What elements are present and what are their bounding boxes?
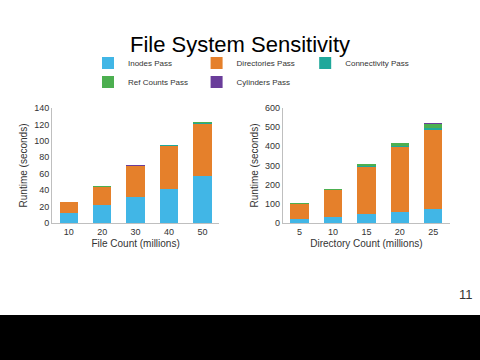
svg-text:20: 20	[395, 227, 405, 237]
svg-text:Ref Counts Pass: Ref Counts Pass	[128, 78, 188, 87]
svg-text:0: 0	[275, 218, 280, 228]
svg-text:File Count (millions): File Count (millions)	[91, 238, 179, 249]
svg-text:File System Sensitivity: File System Sensitivity	[130, 32, 350, 57]
svg-text:11: 11	[459, 287, 473, 302]
svg-text:600: 600	[265, 103, 280, 113]
svg-text:20: 20	[97, 227, 107, 237]
svg-text:Cylinders Pass: Cylinders Pass	[237, 78, 290, 87]
svg-text:Runtime (seconds): Runtime (seconds)	[18, 124, 29, 208]
svg-text:500: 500	[265, 122, 280, 132]
svg-text:140: 140	[34, 103, 49, 113]
svg-text:Directory Count (millions): Directory Count (millions)	[310, 238, 422, 249]
svg-text:0: 0	[44, 218, 49, 228]
svg-text:300: 300	[265, 161, 280, 171]
svg-text:10: 10	[64, 227, 74, 237]
svg-text:Connectivity Pass: Connectivity Pass	[345, 59, 409, 68]
svg-text:80: 80	[39, 152, 49, 162]
svg-text:100: 100	[34, 136, 49, 146]
svg-text:200: 200	[265, 180, 280, 190]
svg-text:25: 25	[428, 227, 438, 237]
svg-text:Runtime (seconds): Runtime (seconds)	[249, 124, 260, 208]
svg-text:10: 10	[328, 227, 338, 237]
svg-text:20: 20	[39, 202, 49, 212]
svg-text:Directories Pass: Directories Pass	[237, 59, 295, 68]
svg-text:100: 100	[265, 199, 280, 209]
svg-text:5: 5	[297, 227, 302, 237]
svg-text:120: 120	[34, 120, 49, 130]
svg-text:50: 50	[197, 227, 207, 237]
svg-text:15: 15	[361, 227, 371, 237]
svg-text:40: 40	[164, 227, 174, 237]
svg-text:40: 40	[39, 185, 49, 195]
svg-text:400: 400	[265, 141, 280, 151]
svg-text:60: 60	[39, 169, 49, 179]
svg-text:Inodes Pass: Inodes Pass	[128, 59, 172, 68]
svg-text:30: 30	[131, 227, 141, 237]
